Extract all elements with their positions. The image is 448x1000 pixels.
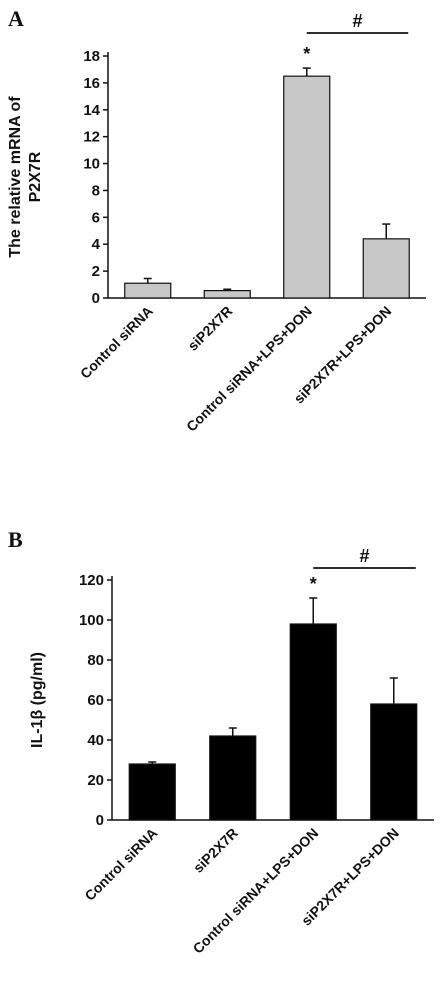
a-bar-3	[283, 75, 331, 299]
a-y-tick-label: 4	[92, 236, 101, 253]
a-y-axis-label: P2X7R	[27, 151, 44, 202]
b-y-tick-label: 60	[87, 692, 104, 709]
panel-b-letter: B	[8, 527, 23, 552]
a-y-tick-label: 18	[83, 48, 100, 65]
a-y-tick-label: 16	[83, 75, 100, 92]
a-y-tick-label: 14	[83, 102, 100, 119]
a-y-axis-label: The relative mRNA of	[7, 96, 24, 258]
b-bar-4	[370, 703, 418, 821]
a-bar-4	[362, 238, 410, 299]
a-y-tick-label: 10	[83, 156, 100, 173]
b-y-tick-label: 20	[87, 772, 104, 789]
a-y-tick-label: 8	[92, 182, 100, 199]
b-bar-1	[128, 763, 176, 821]
b-y-tick-label: 40	[87, 732, 104, 749]
a-bar-1	[124, 282, 172, 299]
chart-b: 0 20 40 60 80 100 120 IL-1β (pg/ml) Control siRN…	[29, 546, 434, 957]
panel-a-letter: A	[8, 6, 24, 31]
a-category-label-1: Control siRNA	[77, 303, 156, 382]
b-bar-2	[209, 735, 257, 821]
a-asterisk: *	[303, 44, 310, 64]
a-y-tick-label: 12	[83, 129, 100, 146]
a-hash-mark: #	[352, 11, 362, 31]
b-bar-3	[289, 623, 337, 821]
chart-a: 0 2 4 6 8 10 12 14 16 18 The relative mRNA of P2X7R…	[7, 11, 426, 435]
b-y-axis-label: IL-1β (pg/ml)	[29, 652, 46, 748]
b-hash-mark: #	[359, 546, 369, 566]
a-category-label-2: siP2X7R	[184, 303, 235, 354]
b-asterisk: *	[310, 574, 317, 594]
b-category-label-1: Control siRNA	[81, 825, 160, 904]
b-y-tick-label: 0	[96, 812, 104, 829]
a-y-tick-label: 2	[92, 263, 100, 280]
a-bar-2	[203, 290, 251, 299]
a-category-label-3: Control siRNA+LPS+DON	[183, 303, 315, 435]
b-y-tick-label: 120	[79, 572, 104, 589]
a-y-tick-label: 0	[92, 290, 100, 307]
b-category-label-2: siP2X7R	[190, 825, 241, 876]
b-y-tick-label: 100	[79, 612, 104, 629]
b-y-tick-label: 80	[87, 652, 104, 669]
a-y-tick-label: 6	[92, 209, 100, 226]
